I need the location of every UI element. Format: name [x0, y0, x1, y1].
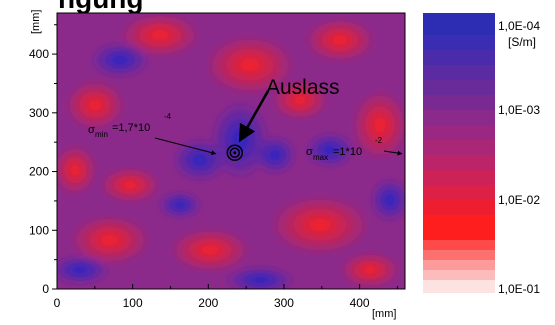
contour-region-blue: [172, 138, 228, 182]
colorbar-unit: [S/m]: [508, 35, 536, 49]
colorbar-band: [423, 185, 495, 200]
colorbar-band-pale: [423, 280, 495, 293]
outlet-marker: [226, 144, 244, 162]
sigma-min-value: =1,7*10: [112, 122, 150, 134]
contour-region-blue: [225, 266, 295, 289]
sigma-min-arrow: [154, 137, 217, 156]
plot-frame: [56, 12, 406, 290]
contour-field: [57, 13, 405, 289]
sigma-max-subscript: max: [313, 153, 328, 162]
contour-region-red: [65, 80, 125, 130]
sigma-min-annotation: σ min =1,7*10 -4: [88, 112, 217, 156]
sigma-min-exponent: -4: [164, 112, 172, 121]
colorbar-band-mid: [423, 110, 495, 125]
y-tick-label: 0: [42, 282, 49, 296]
sigma-min-subscript: min: [95, 130, 108, 139]
contour-region-red: [340, 252, 400, 288]
x-tick-label: 200: [198, 296, 218, 310]
contour-region-red: [70, 215, 150, 265]
x-tick-label: 0: [54, 296, 61, 310]
colorbar-band: [423, 270, 495, 280]
contour-region-blue: [90, 42, 150, 78]
colorbar-band: [423, 250, 495, 260]
colorbar-band: [423, 200, 495, 215]
y-axis-unit: [mm]: [30, 10, 42, 34]
colorbar-band: [423, 240, 495, 250]
contour-region-red: [305, 18, 375, 62]
sigma-max-arrow: [383, 150, 403, 156]
colorbar-band: [423, 155, 495, 170]
sigma-max-annotation: σ max =1*10 -2: [306, 136, 403, 162]
y-tick-label: 400: [29, 47, 49, 61]
contour-region-red: [100, 167, 160, 203]
y-tick-label: 200: [29, 165, 49, 179]
chart-title-fragment: ngung: [58, 0, 144, 14]
contour-region-red: [272, 80, 328, 120]
y-axis: 0 100 200 300 400: [29, 24, 57, 296]
colorbar-band: [423, 170, 495, 185]
colorbar: 1,0E-04 [S/m] 1,0E-03 1,0E-02 1,0E-01: [423, 13, 540, 296]
colorbar-band: [423, 260, 495, 270]
outlet-arrow: [238, 90, 270, 143]
outlet-marker-center: [233, 151, 237, 155]
colorbar-label-bottom: 1,0E-01: [498, 282, 540, 296]
colorbar-band: [423, 65, 495, 80]
colorbar-band: [423, 80, 495, 95]
outlet-marker-middle: [229, 147, 241, 159]
colorbar-band: [423, 125, 495, 140]
outlet-marker-outer: [226, 144, 244, 162]
colorbar-band: [423, 50, 495, 65]
contour-region-red: [270, 195, 370, 255]
x-tick-label: 300: [274, 296, 294, 310]
contour-region-red: [352, 90, 405, 160]
colorbar-band: [423, 95, 495, 110]
y-tick-label: 300: [29, 106, 49, 120]
x-axis-unit: [mm]: [372, 308, 396, 320]
contour-region-red: [57, 145, 97, 195]
contour-region-red: [120, 13, 200, 57]
colorbar-band: [423, 35, 495, 50]
contour-region-blue: [253, 135, 297, 175]
contour-region-blue: [370, 178, 405, 222]
sigma-max-value: =1*10: [333, 146, 362, 158]
colorbar-label-top: 1,0E-04: [498, 19, 540, 33]
sigma-max-exponent: -2: [375, 136, 383, 145]
annotations: Auslass σ min =1,7*10 -4 σ max =1*10 -2: [88, 76, 403, 162]
contour-region-blue: [305, 132, 355, 168]
x-axis: 0 100 200 300 400: [54, 284, 398, 310]
x-tick-label: 400: [350, 296, 370, 310]
sigma-max-symbol: σ: [306, 146, 313, 158]
contour-blobs: [57, 13, 405, 289]
contour-region-blue: [57, 255, 110, 285]
contour-region-blue: [158, 191, 202, 219]
colorbar-label-lower-mid: 1,0E-02: [498, 193, 540, 207]
sigma-min-symbol: σ: [88, 124, 95, 136]
x-tick-label: 100: [123, 296, 143, 310]
contour-region-red: [205, 35, 295, 95]
colorbar-band-blue: [423, 13, 495, 35]
outlet-label: Auslass: [266, 76, 340, 99]
colorbar-band-red: [423, 215, 495, 240]
contour-region-red: [170, 228, 250, 272]
colorbar-band: [423, 140, 495, 155]
colorbar-label-upper-mid: 1,0E-03: [498, 103, 540, 117]
y-tick-label: 100: [29, 223, 49, 237]
